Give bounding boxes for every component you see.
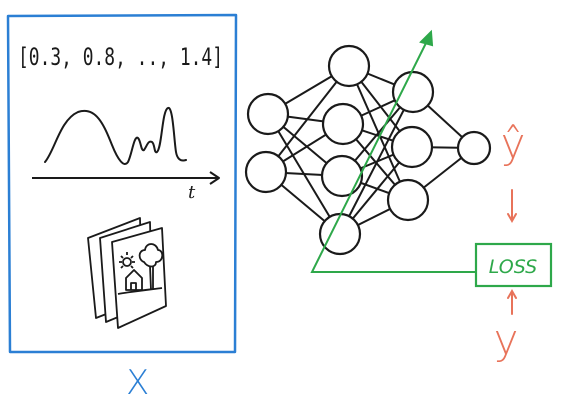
network-node bbox=[456, 130, 492, 166]
sun-icon bbox=[122, 257, 132, 267]
target: y bbox=[494, 288, 519, 364]
input-label: X bbox=[126, 363, 149, 400]
gradient-arrow bbox=[310, 29, 477, 273]
network-node bbox=[320, 154, 364, 198]
time-series-sketch: t bbox=[32, 106, 220, 203]
network-node bbox=[246, 92, 290, 136]
prediction-label: ŷ bbox=[501, 119, 526, 168]
arrow-head-icon bbox=[419, 29, 434, 47]
network-node bbox=[390, 125, 434, 169]
network-nodes bbox=[244, 44, 492, 256]
gradient-line bbox=[310, 34, 477, 273]
network-node bbox=[244, 150, 288, 194]
prediction-arrow bbox=[507, 189, 517, 224]
network-node bbox=[321, 102, 365, 146]
loss-box bbox=[474, 242, 553, 288]
target-arrow bbox=[507, 288, 517, 315]
prediction: ŷ bbox=[501, 119, 526, 224]
input-panel: [0.3, 0.8, .., 1.4] t X bbox=[6, 13, 238, 400]
network-edge bbox=[265, 65, 350, 173]
loss-node: LOSS bbox=[474, 242, 553, 288]
image-stack-sketch bbox=[87, 217, 167, 329]
input-frame bbox=[6, 13, 238, 354]
network-node bbox=[327, 44, 371, 88]
network-node bbox=[391, 70, 435, 114]
network-node bbox=[386, 178, 430, 222]
loss-label: LOSS bbox=[489, 256, 537, 278]
target-label: y bbox=[494, 315, 519, 364]
time-axis-label: t bbox=[188, 182, 196, 203]
network-node bbox=[318, 212, 362, 256]
tree-icon bbox=[138, 243, 164, 268]
network-edges bbox=[265, 65, 475, 235]
neural-network bbox=[244, 44, 492, 256]
input-vector-text: [0.3, 0.8, .., 1.4] bbox=[18, 43, 223, 71]
network-edge bbox=[339, 91, 414, 235]
